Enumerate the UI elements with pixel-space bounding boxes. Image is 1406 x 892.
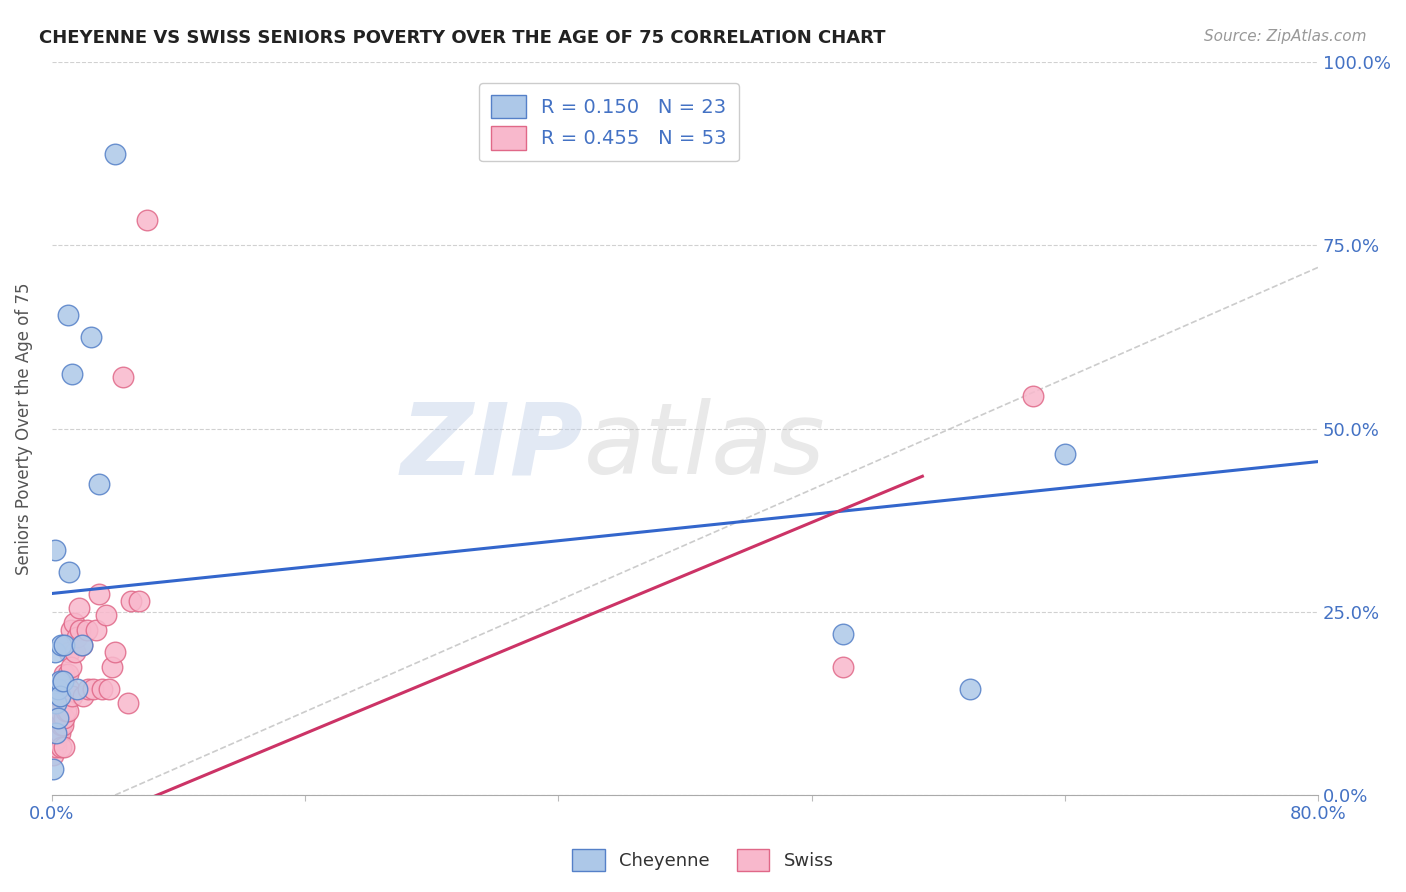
Point xyxy=(44,733,66,747)
Point xyxy=(832,627,855,641)
Point xyxy=(101,660,124,674)
Point xyxy=(60,689,83,703)
Point xyxy=(45,707,67,722)
Point xyxy=(832,660,855,674)
Point xyxy=(45,725,67,739)
Point xyxy=(56,704,79,718)
Point xyxy=(59,623,82,637)
Point xyxy=(1053,447,1076,461)
Point xyxy=(67,601,90,615)
Point xyxy=(89,586,111,600)
Point xyxy=(51,681,73,696)
Legend: R = 0.150   N = 23, R = 0.455   N = 53: R = 0.150 N = 23, R = 0.455 N = 53 xyxy=(479,83,738,161)
Point xyxy=(42,725,65,739)
Point xyxy=(94,608,117,623)
Point xyxy=(52,674,75,689)
Point xyxy=(58,681,80,696)
Point xyxy=(63,615,86,630)
Point xyxy=(52,697,75,711)
Point xyxy=(76,623,98,637)
Point xyxy=(77,681,100,696)
Point xyxy=(70,638,93,652)
Point xyxy=(97,681,120,696)
Point xyxy=(65,645,87,659)
Point xyxy=(42,763,65,777)
Point xyxy=(89,476,111,491)
Point xyxy=(120,594,142,608)
Point xyxy=(66,681,89,696)
Point xyxy=(53,638,76,652)
Point xyxy=(45,733,67,747)
Point xyxy=(117,697,139,711)
Point xyxy=(58,645,80,659)
Point xyxy=(959,681,981,696)
Text: ZIP: ZIP xyxy=(401,399,583,495)
Point xyxy=(53,711,76,725)
Point xyxy=(48,689,70,703)
Point xyxy=(42,747,65,762)
Point xyxy=(69,623,91,637)
Point xyxy=(53,740,76,755)
Point xyxy=(51,718,73,732)
Point xyxy=(55,704,77,718)
Legend: Cheyenne, Swiss: Cheyenne, Swiss xyxy=(565,842,841,879)
Y-axis label: Seniors Poverty Over the Age of 75: Seniors Poverty Over the Age of 75 xyxy=(15,283,32,574)
Point xyxy=(128,594,150,608)
Point xyxy=(44,542,66,557)
Point xyxy=(135,212,157,227)
Text: CHEYENNE VS SWISS SENIORS POVERTY OVER THE AGE OF 75 CORRELATION CHART: CHEYENNE VS SWISS SENIORS POVERTY OVER T… xyxy=(39,29,886,46)
Point xyxy=(53,667,76,681)
Point xyxy=(44,645,66,659)
Point xyxy=(82,681,104,696)
Text: Source: ZipAtlas.com: Source: ZipAtlas.com xyxy=(1204,29,1367,44)
Point xyxy=(56,308,79,322)
Point xyxy=(48,704,70,718)
Text: atlas: atlas xyxy=(583,399,825,495)
Point xyxy=(84,623,107,637)
Point xyxy=(66,631,89,645)
Point xyxy=(70,638,93,652)
Point xyxy=(80,330,103,344)
Point xyxy=(91,681,114,696)
Point xyxy=(111,370,134,384)
Point xyxy=(46,711,69,725)
Point xyxy=(51,638,73,652)
Point xyxy=(46,725,69,739)
Point xyxy=(60,367,83,381)
Point xyxy=(52,718,75,732)
Point xyxy=(72,689,94,703)
Point xyxy=(104,146,127,161)
Point xyxy=(46,681,69,696)
Point xyxy=(51,740,73,755)
Point xyxy=(58,565,80,579)
Point xyxy=(45,725,67,739)
Point xyxy=(1022,389,1045,403)
Point xyxy=(59,660,82,674)
Point xyxy=(104,645,127,659)
Point xyxy=(56,667,79,681)
Point xyxy=(45,697,67,711)
Point xyxy=(44,711,66,725)
Point xyxy=(48,725,70,739)
Point xyxy=(48,674,70,689)
Point xyxy=(45,740,67,755)
Point xyxy=(46,711,69,725)
Point xyxy=(55,638,77,652)
